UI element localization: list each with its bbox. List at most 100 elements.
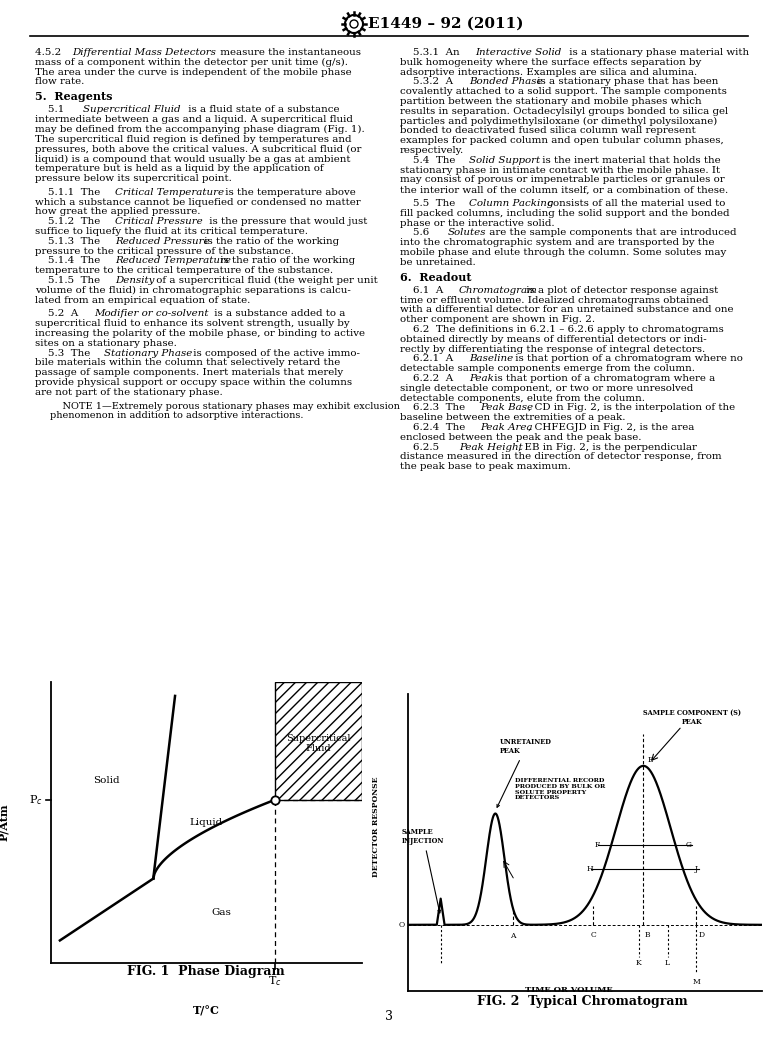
Text: is that portion of a chromatogram where no: is that portion of a chromatogram where … [512, 355, 743, 363]
Text: FIG. 1  Phase Diagram: FIG. 1 Phase Diagram [128, 965, 285, 977]
Text: baseline between the extremities of a peak.: baseline between the extremities of a pe… [400, 413, 626, 423]
Text: examples for packed column and open tubular column phases,: examples for packed column and open tubu… [400, 136, 724, 145]
Text: 4.5.2: 4.5.2 [35, 48, 68, 57]
Text: J: J [695, 865, 698, 873]
Text: 6.2.1  A: 6.2.1 A [400, 355, 457, 363]
Text: Solid: Solid [93, 776, 120, 785]
Text: DIFFERENTIAL RECORD
PRODUCED BY BULK OR
SOLUTE PROPERTY
DETECTORS: DIFFERENTIAL RECORD PRODUCED BY BULK OR … [515, 778, 605, 801]
Text: is the ratio of the working: is the ratio of the working [201, 237, 338, 246]
Text: 5.3  The: 5.3 The [35, 349, 93, 358]
Text: F: F [595, 841, 601, 849]
Text: 6.  Readout: 6. Readout [400, 272, 471, 282]
Text: TIME OR VOLUME: TIME OR VOLUME [525, 986, 613, 994]
Text: Supercritical Fluid: Supercritical Fluid [83, 105, 180, 115]
Text: Peak Height: Peak Height [459, 442, 523, 452]
Text: K: K [636, 959, 641, 967]
Text: increasing the polarity of the mobile phase, or binding to active: increasing the polarity of the mobile ph… [35, 329, 365, 338]
Text: are the sample components that are introduced: are the sample components that are intro… [485, 228, 736, 237]
Text: E: E [647, 756, 653, 764]
Text: 5.4  The: 5.4 The [400, 156, 458, 164]
Text: 6.2  The definitions in 6.2.1 – 6.2.6 apply to chromatograms: 6.2 The definitions in 6.2.1 – 6.2.6 app… [400, 325, 724, 334]
Text: enclosed between the peak and the peak base.: enclosed between the peak and the peak b… [400, 433, 642, 441]
Text: is a stationary phase that has been: is a stationary phase that has been [534, 77, 718, 86]
Text: is the inert material that holds the: is the inert material that holds the [539, 156, 720, 164]
Text: 6.2.2  A: 6.2.2 A [400, 374, 457, 383]
Text: 3: 3 [385, 1010, 393, 1022]
Text: bonded to deactivated fused silica column wall represent: bonded to deactivated fused silica colum… [400, 126, 696, 135]
Text: respectively.: respectively. [400, 146, 464, 155]
Text: H: H [587, 865, 594, 873]
Text: , CHFEGJD in Fig. 2, is the area: , CHFEGJD in Fig. 2, is the area [528, 423, 695, 432]
Text: A: A [510, 933, 516, 940]
Text: is the ratio of the working: is the ratio of the working [217, 256, 355, 265]
Text: sites on a stationary phase.: sites on a stationary phase. [35, 339, 177, 348]
Text: into the chromatographic system and are transported by the: into the chromatographic system and are … [400, 238, 714, 247]
Text: 6.2.3  The: 6.2.3 The [400, 404, 468, 412]
Text: 5.2  A: 5.2 A [35, 309, 82, 319]
Text: obtained directly by means of differential detectors or indi-: obtained directly by means of differenti… [400, 335, 706, 344]
Text: single detectable component, or two or more unresolved: single detectable component, or two or m… [400, 384, 693, 392]
Text: T/°C: T/°C [193, 1006, 219, 1016]
Text: pressures, both above the critical values. A subcritical fluid (or: pressures, both above the critical value… [35, 145, 361, 154]
Text: is a substance added to a: is a substance added to a [212, 309, 345, 319]
Text: Critical Temperature: Critical Temperature [115, 187, 224, 197]
Text: detectable sample components emerge from the column.: detectable sample components emerge from… [400, 364, 695, 374]
Text: suffice to liquefy the fluid at its critical temperature.: suffice to liquefy the fluid at its crit… [35, 227, 308, 236]
Text: distance measured in the direction of detector response, from: distance measured in the direction of de… [400, 453, 722, 461]
Text: 6.2.4  The: 6.2.4 The [400, 423, 468, 432]
Text: G: G [686, 841, 692, 849]
Text: Peak: Peak [469, 374, 494, 383]
Text: 5.1.3  The: 5.1.3 The [35, 237, 103, 246]
Text: consists of all the material used to: consists of all the material used to [545, 199, 726, 208]
Text: phenomenon in addition to adsorptive interactions.: phenomenon in addition to adsorptive int… [50, 411, 303, 420]
Text: fill packed columns, including the solid support and the bonded: fill packed columns, including the solid… [400, 209, 730, 218]
Text: bile materials within the column that selectively retard the: bile materials within the column that se… [35, 358, 340, 367]
Text: phase or the interactive solid.: phase or the interactive solid. [400, 219, 555, 228]
Text: L: L [665, 959, 670, 967]
Text: the peak base to peak maximum.: the peak base to peak maximum. [400, 462, 571, 472]
Text: temperature to the critical temperature of the substance.: temperature to the critical temperature … [35, 266, 333, 275]
Text: intermediate between a gas and a liquid. A supercritical fluid: intermediate between a gas and a liquid.… [35, 116, 353, 124]
Text: P/Atm: P/Atm [0, 804, 9, 841]
Text: 5.6: 5.6 [400, 228, 436, 237]
Text: Critical Pressure: Critical Pressure [115, 218, 203, 226]
Text: DETECTOR RESPONSE: DETECTOR RESPONSE [372, 777, 380, 878]
Text: time or effluent volume. Idealized chromatograms obtained: time or effluent volume. Idealized chrom… [400, 296, 709, 305]
Text: FIG. 2  Typical Chromatogram: FIG. 2 Typical Chromatogram [477, 995, 687, 1008]
Text: supercritical fluid to enhance its solvent strength, usually by: supercritical fluid to enhance its solve… [35, 320, 349, 328]
Text: 5.3.2  A: 5.3.2 A [400, 77, 456, 86]
Text: The supercritical fluid region is defined by temperatures and: The supercritical fluid region is define… [35, 135, 352, 144]
Text: Bonded Phase: Bonded Phase [469, 77, 543, 86]
Text: lated from an empirical equation of state.: lated from an empirical equation of stat… [35, 296, 251, 305]
Text: 5.3.1  An: 5.3.1 An [400, 48, 463, 57]
Text: rectly by differentiating the response of integral detectors.: rectly by differentiating the response o… [400, 345, 705, 354]
Text: which a substance cannot be liquefied or condensed no matter: which a substance cannot be liquefied or… [35, 198, 361, 207]
Text: Baseline: Baseline [469, 355, 513, 363]
Text: adsorptive interactions. Examples are silica and alumina.: adsorptive interactions. Examples are si… [400, 68, 697, 77]
Text: is that portion of a chromatogram where a: is that portion of a chromatogram where … [491, 374, 715, 383]
Text: B: B [645, 932, 650, 939]
Text: results in separation. Octadecylsilyl groups bonded to silica gel: results in separation. Octadecylsilyl gr… [400, 107, 728, 116]
Text: Modifier or co-solvent: Modifier or co-solvent [94, 309, 209, 319]
Text: Liquid: Liquid [190, 818, 223, 827]
Text: Differential Mass Detectors: Differential Mass Detectors [72, 48, 216, 57]
Text: detectable components, elute from the column.: detectable components, elute from the co… [400, 393, 645, 403]
Text: how great the applied pressure.: how great the applied pressure. [35, 207, 201, 217]
Text: P$_c$: P$_c$ [29, 793, 43, 807]
Text: 5.1.1  The: 5.1.1 The [35, 187, 103, 197]
Text: NOTE 1—Extremely porous stationary phases may exhibit exclusion: NOTE 1—Extremely porous stationary phase… [50, 402, 400, 411]
Text: with a differential detector for an unretained substance and one: with a differential detector for an unre… [400, 305, 734, 314]
Text: is the temperature above: is the temperature above [222, 187, 356, 197]
Text: other component are shown in Fig. 2.: other component are shown in Fig. 2. [400, 315, 595, 325]
Text: , EB in Fig. 2, is the perpendicular: , EB in Fig. 2, is the perpendicular [517, 442, 696, 452]
Text: The area under the curve is independent of the mobile phase: The area under the curve is independent … [35, 68, 352, 77]
Text: 6.1  A: 6.1 A [400, 286, 447, 295]
Text: stationary phase in intimate contact with the mobile phase. It: stationary phase in intimate contact wit… [400, 166, 720, 175]
Text: measure the instantaneous: measure the instantaneous [217, 48, 361, 57]
Text: Column Packing: Column Packing [469, 199, 554, 208]
Text: Solutes: Solutes [448, 228, 486, 237]
Text: flow rate.: flow rate. [35, 77, 84, 86]
Text: is composed of the active immo-: is composed of the active immo- [190, 349, 360, 358]
Text: Solid Support: Solid Support [469, 156, 541, 164]
Text: the interior wall of the column itself, or a combination of these.: the interior wall of the column itself, … [400, 185, 728, 195]
